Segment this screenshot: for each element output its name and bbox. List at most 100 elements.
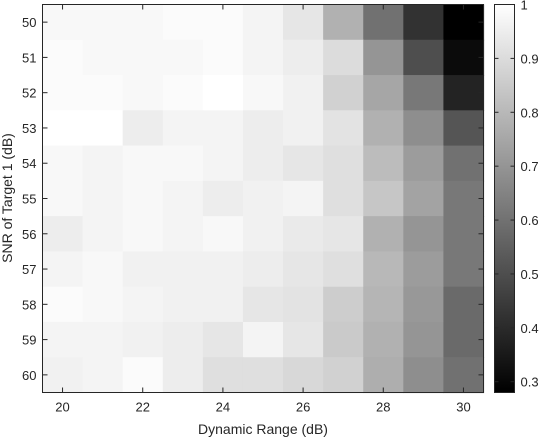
heatmap-cell — [82, 145, 124, 182]
heatmap-cell — [42, 321, 84, 358]
heatmap-cell — [162, 180, 204, 217]
heatmap-cell — [242, 110, 284, 147]
heatmap-cell — [202, 75, 244, 111]
heatmap-cell — [323, 216, 364, 253]
heatmap-cell — [403, 321, 445, 358]
heatmap-cell — [82, 39, 124, 76]
y-tick-label: 50 — [22, 15, 36, 30]
heatmap-cell — [323, 145, 364, 182]
heatmap-cell — [283, 39, 324, 76]
heatmap-cell — [122, 110, 164, 147]
heatmap-cell — [403, 4, 445, 41]
heatmap-cell — [443, 216, 485, 253]
y-tick-label: 54 — [22, 156, 36, 171]
heatmap-cell — [363, 4, 404, 41]
heatmap-cell — [443, 251, 485, 288]
heatmap-cell — [82, 216, 124, 253]
heatmap-cell — [202, 286, 244, 323]
heatmap-cell — [403, 216, 445, 253]
heatmap-cell — [283, 216, 324, 253]
y-tick-label: 52 — [22, 86, 36, 101]
heatmap-cell — [82, 357, 124, 394]
heatmap-cell — [363, 110, 404, 147]
heatmap-cell — [202, 39, 244, 76]
x-tick-label: 20 — [55, 400, 69, 415]
heatmap-cell — [283, 286, 324, 323]
y-tick-label: 59 — [22, 333, 36, 348]
y-tick-label: 58 — [22, 297, 36, 312]
heatmap-cell — [403, 286, 445, 323]
x-axis: 20 22 24 26 28 30 — [55, 4, 471, 415]
heatmap-cell — [323, 110, 364, 147]
heatmap-cell — [363, 251, 404, 288]
y-axis-label: SNR of Target 1 (dB) — [0, 133, 15, 263]
heatmap-cell — [242, 357, 284, 394]
y-axis: 50 51 52 53 54 55 56 57 58 59 60 — [22, 15, 484, 383]
heatmap-cell — [42, 75, 84, 111]
heatmap-cell — [403, 75, 445, 111]
heatmap-cell — [202, 321, 244, 358]
heatmap-cell — [363, 286, 404, 323]
heatmap-cell — [82, 286, 124, 323]
heatmap-cell — [122, 357, 164, 394]
y-tick-label: 56 — [22, 227, 36, 242]
heatmap-cell — [42, 180, 84, 217]
colorbar — [494, 4, 515, 393]
heatmap-cell — [242, 251, 284, 288]
heatmap-cell — [122, 4, 164, 41]
heatmap-cell — [122, 216, 164, 253]
heatmap-cell — [202, 357, 244, 394]
heatmap-cell — [443, 321, 485, 358]
heatmap-cell — [242, 321, 284, 358]
colorbar-tick-label: 0.7 — [521, 159, 539, 174]
heatmap-cell — [443, 75, 485, 111]
heatmap-cell — [42, 4, 84, 41]
x-tick-label: 30 — [456, 400, 470, 415]
heatmap-cell — [443, 4, 485, 41]
heatmap-cell — [42, 286, 84, 323]
heatmap-cell — [162, 251, 204, 288]
heatmap-cell — [283, 357, 324, 394]
heatmap-cell — [363, 75, 404, 111]
heatmap-cell — [82, 4, 124, 41]
heatmap-cell — [403, 110, 445, 147]
y-tick-label: 55 — [22, 192, 36, 207]
heatmap-cell — [202, 145, 244, 182]
heatmap-cell — [122, 286, 164, 323]
heatmap-cell — [42, 145, 84, 182]
heatmap-cell — [162, 357, 204, 394]
colorbar-tick-label: 1 — [521, 0, 528, 13]
heatmap-cell — [363, 357, 404, 394]
heatmap-cell — [283, 321, 324, 358]
heatmap-cell — [162, 110, 204, 147]
heatmap-cell — [363, 321, 404, 358]
heatmap-cell — [443, 286, 485, 323]
heatmap-cell — [283, 75, 324, 111]
y-tick-label: 60 — [22, 368, 36, 383]
colorbar-tick-label: 0.6 — [521, 213, 539, 228]
heatmap-cell — [162, 4, 204, 41]
heatmap-cell — [162, 321, 204, 358]
heatmap-cell — [162, 75, 204, 111]
heatmap-cell — [162, 216, 204, 253]
colorbar-tick-label: 0.3 — [521, 375, 539, 390]
heatmap-cell — [443, 145, 485, 182]
colorbar-tick-label: 0.4 — [521, 321, 539, 336]
colorbar-axis: 1 0.9 0.8 0.7 0.6 0.5 0.4 0.3 — [494, 0, 539, 390]
heatmap-cell — [323, 4, 364, 41]
heatmap-cell — [122, 145, 164, 182]
heatmap-cell — [403, 39, 445, 76]
heatmap-cell — [202, 4, 244, 41]
colorbar-tick-label: 0.5 — [521, 267, 539, 282]
heatmap-cell — [323, 357, 364, 394]
heatmap-cell — [82, 110, 124, 147]
heatmap-cell — [283, 4, 324, 41]
heatmap-cell — [443, 180, 485, 217]
colorbar-tick-label: 0.8 — [521, 105, 539, 120]
heatmap-cell — [122, 75, 164, 111]
x-tick-label: 28 — [376, 400, 390, 415]
heatmap-cells — [42, 4, 485, 394]
x-tick-label: 24 — [216, 400, 230, 415]
heatmap-cell — [162, 145, 204, 182]
